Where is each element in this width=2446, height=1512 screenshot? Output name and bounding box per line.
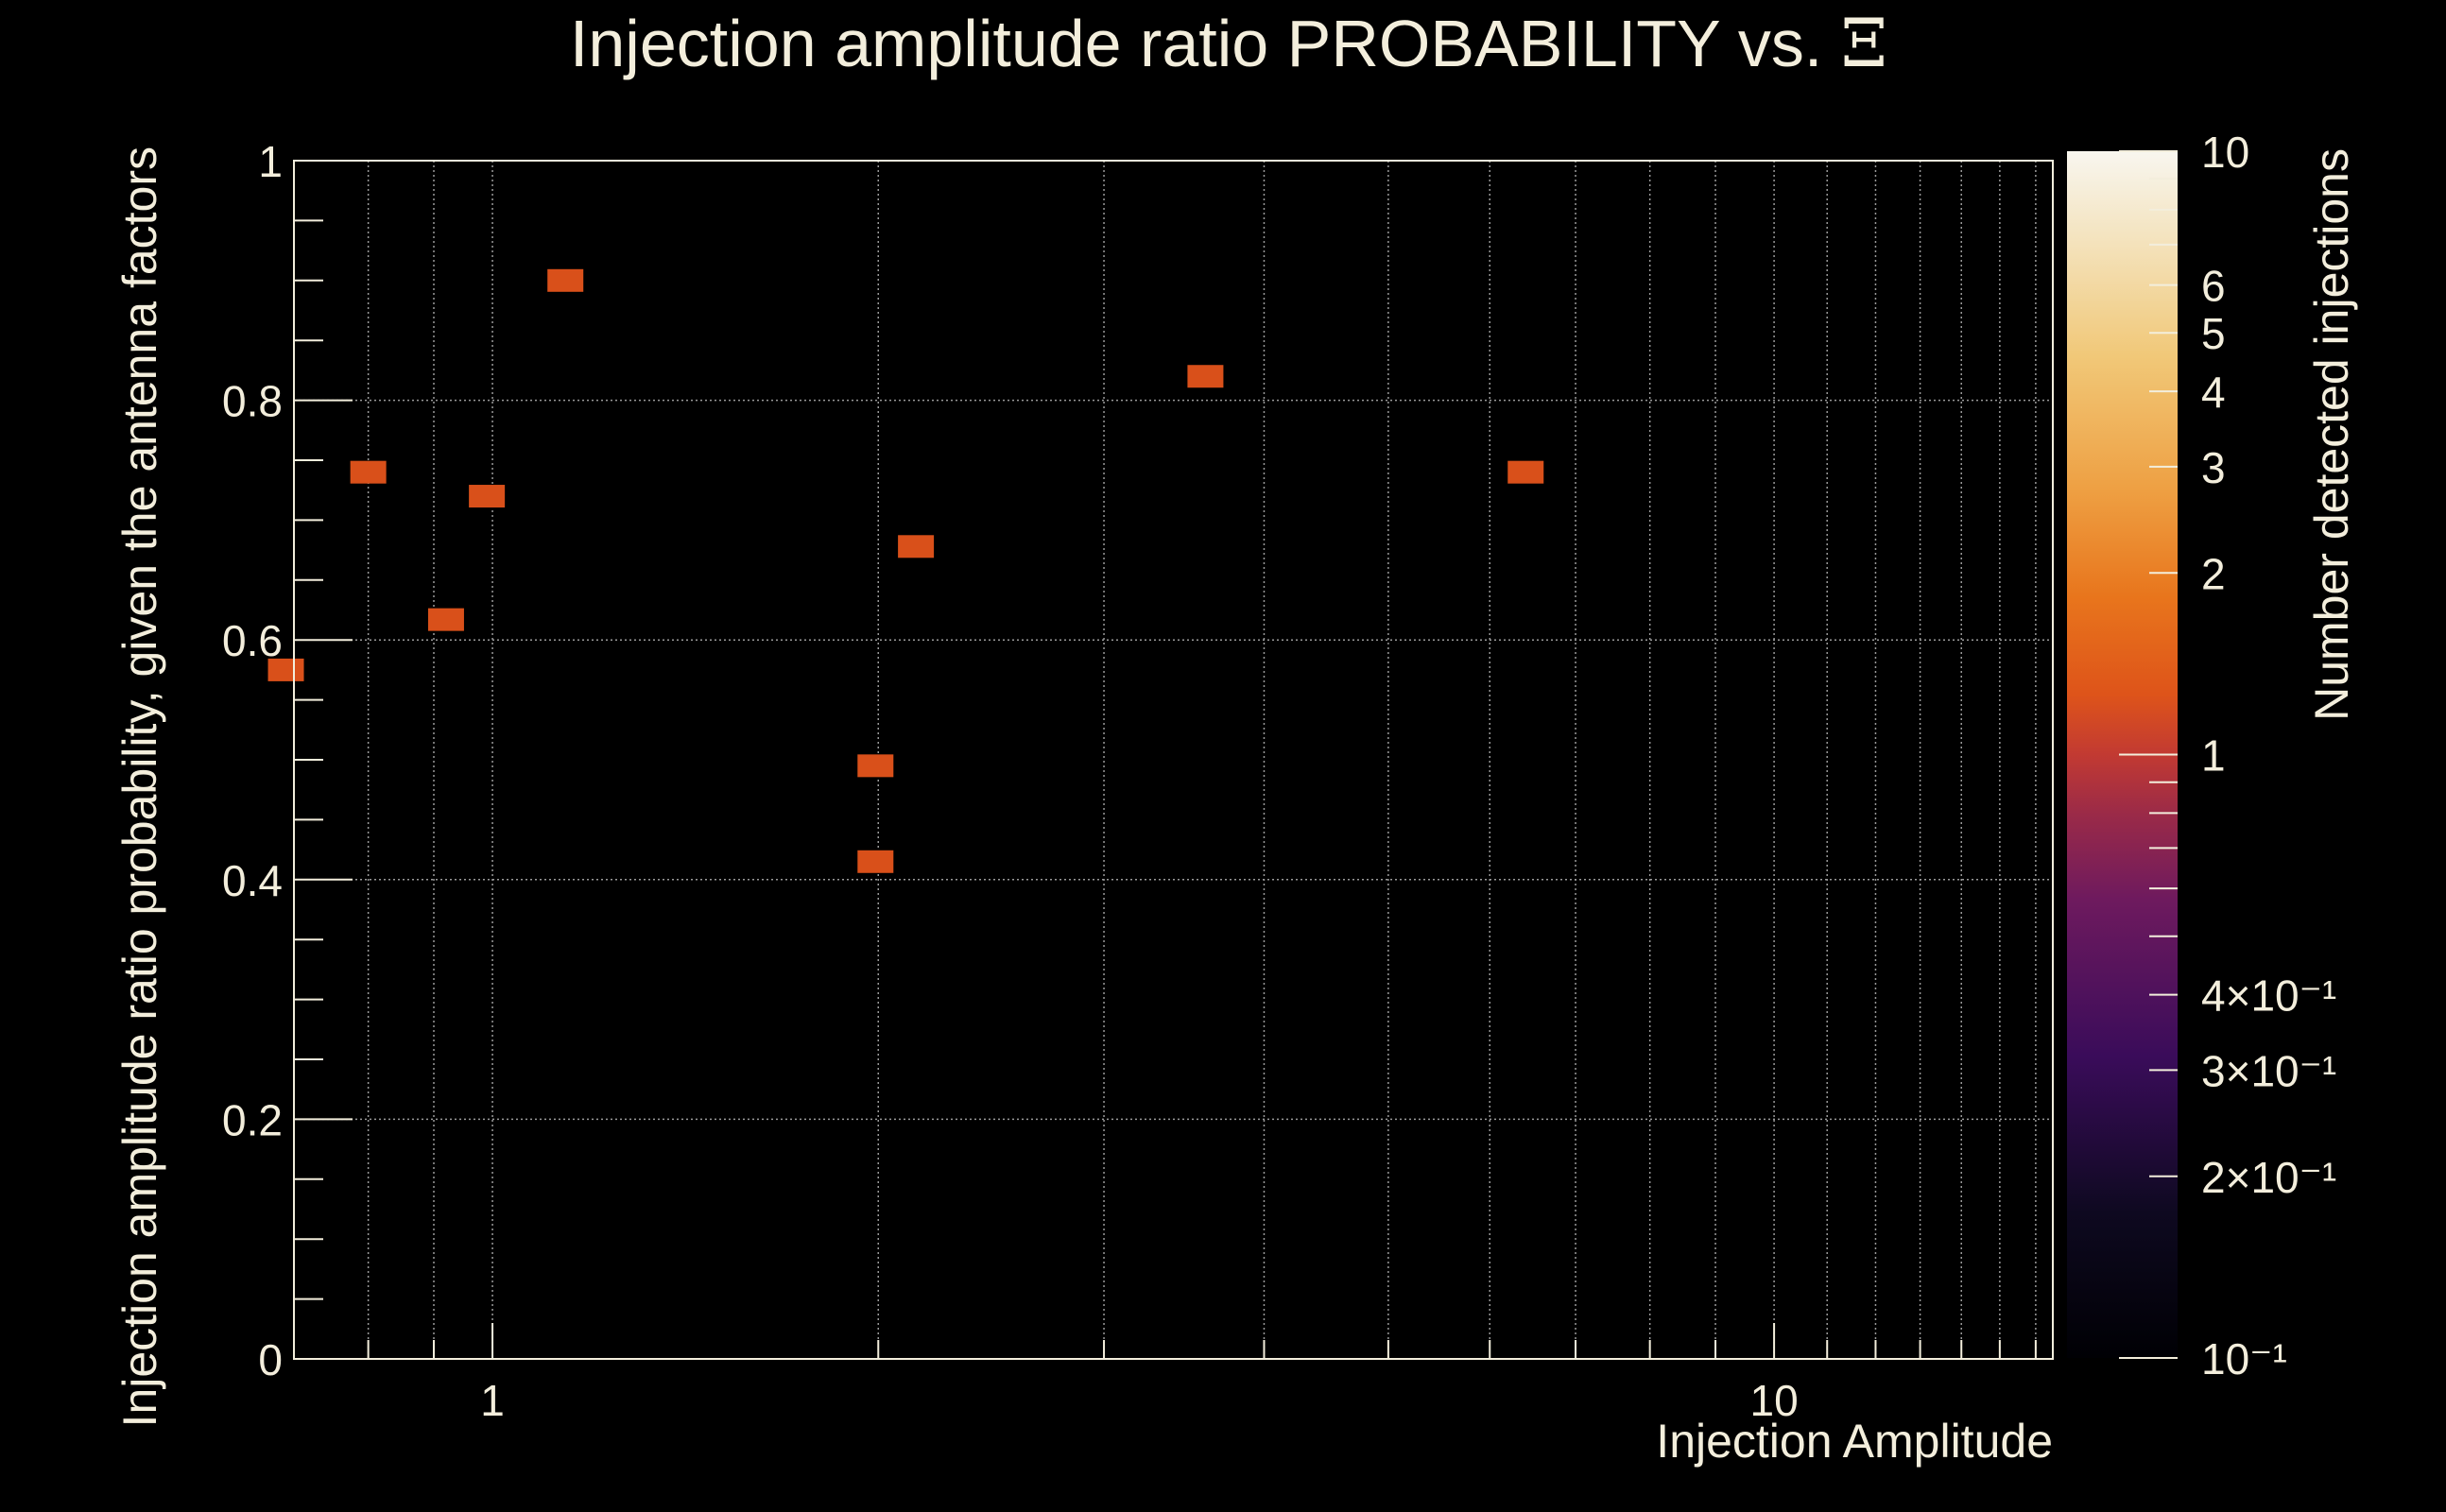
data-cell bbox=[898, 535, 935, 558]
color-scale-tick-label: 4×10⁻¹ bbox=[2201, 971, 2336, 1021]
color-scale-tick-label: 1 bbox=[2201, 731, 2226, 781]
data-cell bbox=[350, 460, 387, 484]
data-cell bbox=[857, 754, 894, 778]
x-tick-label: 10 bbox=[1749, 1376, 1798, 1425]
color-scale-tick-label: 10⁻¹ bbox=[2201, 1334, 2287, 1383]
data-cell bbox=[857, 850, 894, 873]
color-scale: 10 65 4 3 2 1 4×10⁻¹ 3×10⁻¹ 2×10⁻¹ 10⁻¹ bbox=[2067, 128, 2336, 1383]
color-scale-tick-label: 2 bbox=[2201, 549, 2226, 598]
xi-symbol: Ξ bbox=[1841, 5, 1887, 82]
y-tick-label: 0.4 bbox=[222, 856, 283, 905]
data-cells bbox=[267, 268, 1544, 873]
color-scale-tick-label: 6 bbox=[2201, 262, 2226, 311]
data-cell bbox=[547, 268, 584, 292]
data-cell bbox=[267, 658, 304, 681]
color-scale-tick-label: 5 bbox=[2201, 309, 2226, 358]
x-tick-label: 1 bbox=[480, 1376, 505, 1425]
x-axis-label: Injection Amplitude bbox=[1656, 1415, 2053, 1468]
data-cell bbox=[1507, 460, 1544, 484]
data-cell bbox=[427, 608, 464, 631]
color-scale-tick-label: 3×10⁻¹ bbox=[2201, 1046, 2336, 1095]
color-scale-label: Number detected injections bbox=[2305, 148, 2358, 721]
color-scale-tick-label: 4 bbox=[2201, 368, 2226, 417]
data-cell bbox=[469, 485, 506, 508]
color-scale-tick-label: 3 bbox=[2201, 443, 2226, 492]
y-axis-label: Injection amplitude ratio probability, g… bbox=[113, 146, 166, 1427]
y-axis: 0 0.2 0.4 0.6 0.8 1 bbox=[222, 137, 353, 1384]
y-tick-label: 1 bbox=[258, 137, 283, 186]
y-tick-label: 0 bbox=[258, 1335, 283, 1384]
grid-layer bbox=[293, 160, 2053, 1360]
plot-frame bbox=[293, 160, 2054, 1360]
color-scale-tick-label: 2×10⁻¹ bbox=[2201, 1153, 2336, 1202]
y-tick-label: 0.6 bbox=[222, 616, 283, 665]
x-axis: 1 10 bbox=[293, 1323, 2037, 1425]
color-scale-tick-label: 10 bbox=[2201, 128, 2249, 177]
y-tick-label: 0.2 bbox=[222, 1095, 283, 1144]
chart-title: Injection amplitude ratio PROBABILITY vs… bbox=[570, 5, 1887, 82]
y-tick-label: 0.8 bbox=[222, 377, 283, 426]
data-cell bbox=[1187, 365, 1224, 388]
